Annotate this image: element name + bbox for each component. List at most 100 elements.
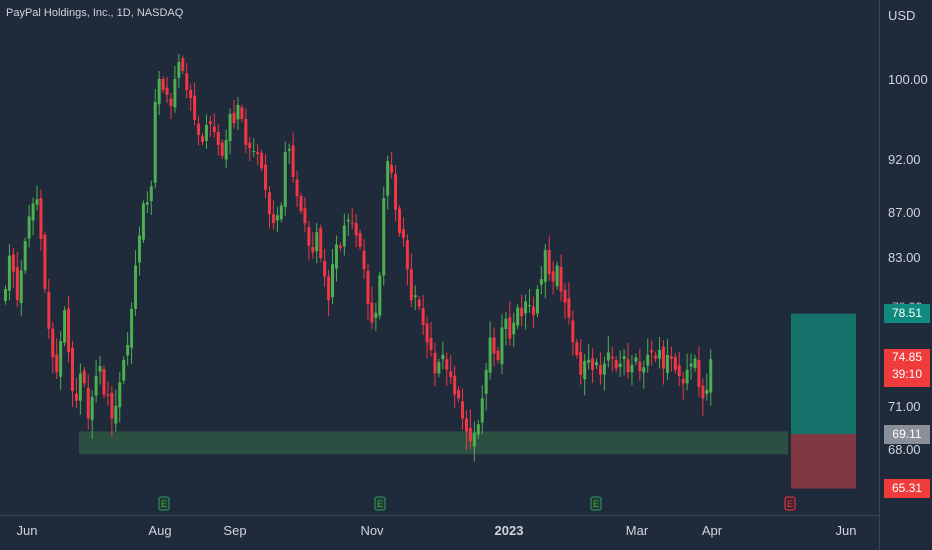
candle-body[interactable]	[161, 79, 165, 90]
candle-body[interactable]	[90, 397, 94, 421]
candle-body[interactable]	[23, 241, 27, 271]
candle-body[interactable]	[630, 364, 634, 373]
candle-body[interactable]	[496, 350, 500, 360]
candle-body[interactable]	[449, 371, 453, 378]
candle-body[interactable]	[504, 318, 508, 330]
candle-body[interactable]	[7, 255, 11, 291]
candle-body[interactable]	[559, 266, 563, 292]
candle-body[interactable]	[386, 161, 390, 196]
earnings-marker-icon[interactable]: E	[374, 496, 386, 511]
candle-body[interactable]	[224, 140, 228, 160]
candle-body[interactable]	[193, 95, 197, 120]
candle-body[interactable]	[130, 308, 134, 348]
candle-body[interactable]	[709, 359, 713, 393]
candle-body[interactable]	[646, 354, 650, 366]
candle-body[interactable]	[610, 356, 614, 359]
candle-body[interactable]	[338, 245, 342, 248]
candle-body[interactable]	[153, 102, 157, 183]
loss-zone[interactable]	[791, 434, 856, 489]
candle-body[interactable]	[575, 342, 579, 355]
candle-body[interactable]	[11, 254, 15, 272]
candle-body[interactable]	[638, 361, 642, 371]
earnings-marker-icon[interactable]: E	[158, 496, 170, 511]
candle-body[interactable]	[51, 328, 55, 358]
candle-body[interactable]	[429, 337, 433, 350]
candle-body[interactable]	[59, 341, 63, 377]
candle-body[interactable]	[181, 58, 185, 71]
candle-body[interactable]	[595, 362, 598, 366]
candle-body[interactable]	[27, 216, 31, 239]
candle-body[interactable]	[315, 232, 319, 252]
candle-body[interactable]	[685, 369, 689, 384]
candle-body[interactable]	[421, 307, 425, 326]
candle-body[interactable]	[677, 365, 681, 376]
candle-body[interactable]	[114, 405, 118, 424]
candle-body[interactable]	[252, 151, 256, 152]
candle-body[interactable]	[405, 240, 409, 270]
candle-body[interactable]	[705, 389, 709, 394]
candle-body[interactable]	[531, 306, 535, 316]
earnings-marker-icon[interactable]: E	[784, 496, 796, 511]
candle-body[interactable]	[106, 394, 110, 396]
candle-body[interactable]	[665, 354, 669, 373]
candle-body[interactable]	[602, 363, 606, 375]
candle-body[interactable]	[189, 90, 193, 98]
candle-body[interactable]	[551, 271, 555, 282]
candle-body[interactable]	[220, 142, 224, 156]
candle-body[interactable]	[622, 356, 626, 360]
symbol-legend[interactable]: PayPal Holdings, Inc., 1D, NASDAQ	[6, 7, 184, 19]
candle-body[interactable]	[216, 132, 220, 145]
candle-body[interactable]	[323, 260, 327, 277]
candle-body[interactable]	[689, 363, 693, 367]
profit-zone[interactable]	[791, 313, 856, 435]
candle-body[interactable]	[441, 354, 445, 360]
candle-body[interactable]	[346, 219, 350, 222]
candle-body[interactable]	[267, 192, 271, 215]
candle-body[interactable]	[472, 432, 476, 447]
candle-body[interactable]	[457, 390, 461, 399]
candle-body[interactable]	[185, 73, 189, 90]
candle-body[interactable]	[480, 398, 484, 423]
candle-body[interactable]	[283, 152, 287, 207]
candle-body[interactable]	[311, 246, 315, 253]
candle-body[interactable]	[350, 222, 354, 224]
candle-body[interactable]	[650, 350, 654, 353]
candle-body[interactable]	[468, 427, 472, 442]
candle-body[interactable]	[394, 173, 398, 210]
candle-body[interactable]	[417, 299, 421, 307]
candle-body[interactable]	[208, 121, 212, 124]
candle-body[interactable]	[15, 267, 19, 301]
candle-body[interactable]	[547, 250, 551, 275]
candle-body[interactable]	[571, 320, 575, 343]
candle-body[interactable]	[307, 227, 311, 246]
candle-body[interactable]	[658, 349, 662, 359]
candle-body[interactable]	[697, 360, 701, 388]
candle-body[interactable]	[295, 179, 299, 197]
candle-body[interactable]	[524, 301, 528, 314]
candle-body[interactable]	[244, 119, 248, 145]
candle-body[interactable]	[587, 359, 591, 363]
candle-body[interactable]	[134, 265, 138, 309]
support-zone-band[interactable]	[79, 431, 788, 455]
candle-body[interactable]	[169, 98, 173, 106]
candle-body[interactable]	[287, 149, 291, 151]
candle-body[interactable]	[264, 164, 268, 190]
earnings-marker-icon[interactable]: E	[590, 496, 602, 511]
candle-body[interactable]	[201, 136, 204, 142]
candle-body[interactable]	[177, 62, 181, 78]
candle-body[interactable]	[4, 289, 7, 301]
candle-body[interactable]	[484, 369, 488, 394]
candle-body[interactable]	[279, 205, 283, 220]
candle-body[interactable]	[508, 317, 512, 339]
candle-body[interactable]	[19, 270, 23, 304]
candle-body[interactable]	[437, 362, 441, 374]
candle-body[interactable]	[240, 107, 244, 119]
candle-body[interactable]	[598, 365, 602, 375]
candle-body[interactable]	[271, 214, 275, 224]
candle-body[interactable]	[149, 186, 153, 202]
candle-body[interactable]	[378, 275, 382, 316]
candle-body[interactable]	[591, 358, 595, 370]
candle-body[interactable]	[492, 337, 496, 354]
candle-body[interactable]	[47, 292, 51, 329]
